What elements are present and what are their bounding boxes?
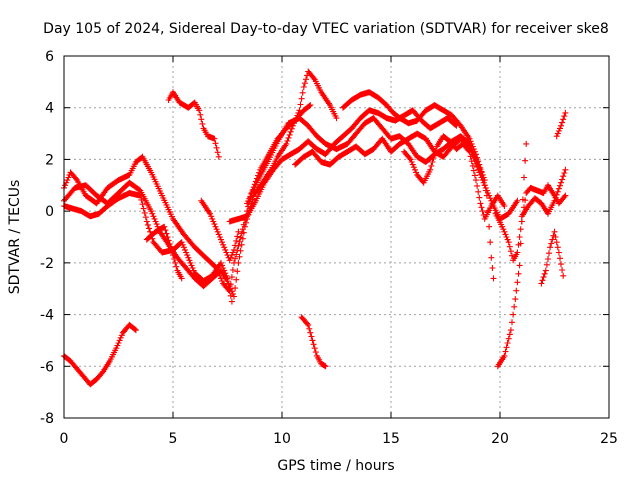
- x-tick-label: 10: [273, 431, 291, 447]
- plus-markers: [198, 197, 242, 264]
- series-sat-d: [143, 223, 185, 282]
- y-tick-label: 4: [45, 101, 54, 117]
- plus-markers: [61, 68, 340, 300]
- plus-markers: [538, 228, 567, 287]
- x-tick-label: 25: [600, 431, 618, 447]
- x-tick-label: 0: [60, 431, 69, 447]
- data-series: [61, 68, 569, 388]
- x-tick-label: 20: [491, 431, 509, 447]
- y-tick-labels: -8 -6 -4 -2 0 2 4 6: [40, 49, 54, 427]
- plus-markers: [226, 107, 460, 225]
- series-sat-k: [340, 89, 497, 282]
- grid-lines: [64, 56, 609, 418]
- y-tick-label: 6: [45, 49, 54, 65]
- series-sat-o: [492, 140, 530, 264]
- y-axis-label: SDTVAR / TECUs: [7, 180, 23, 295]
- series-sat-f: [165, 89, 222, 160]
- y-tick-label: 2: [45, 152, 54, 168]
- plus-markers: [518, 166, 569, 220]
- y-tick-label: -6: [40, 359, 54, 375]
- plus-markers: [143, 223, 185, 282]
- series-sat-b: [61, 68, 340, 300]
- series-sat-n: [494, 182, 569, 370]
- y-tick-label: 0: [45, 204, 54, 220]
- plus-markers: [401, 133, 508, 222]
- series-sat-r: [553, 109, 569, 140]
- plus-markers: [298, 314, 329, 370]
- plus-markers: [61, 321, 139, 388]
- plus-markers: [340, 89, 497, 282]
- chart-title: Day 105 of 2024, Sidereal Day-to-day VTE…: [43, 21, 609, 37]
- y-tick-label: -8: [40, 411, 54, 427]
- x-tick-label: 15: [382, 431, 400, 447]
- series-sat-g: [198, 197, 242, 264]
- series-sat-e: [61, 321, 139, 388]
- series-sat-h: [226, 107, 460, 225]
- plus-markers: [165, 89, 222, 160]
- series-sat-q: [538, 228, 567, 287]
- series-sat-m: [298, 314, 329, 370]
- series-sat-p: [518, 166, 569, 220]
- plus-markers: [492, 140, 530, 264]
- series-sat-l: [401, 133, 508, 222]
- y-tick-label: -2: [40, 256, 54, 272]
- axis-ticks: [63, 55, 610, 419]
- y-tick-label: -4: [40, 308, 54, 324]
- plus-markers: [553, 109, 569, 140]
- x-tick-label: 5: [169, 431, 178, 447]
- x-axis-label: GPS time / hours: [277, 458, 394, 474]
- x-tick-labels: 0 5 10 15 20 25: [60, 431, 618, 447]
- plus-markers: [494, 182, 569, 370]
- plot-frame: [63, 55, 610, 419]
